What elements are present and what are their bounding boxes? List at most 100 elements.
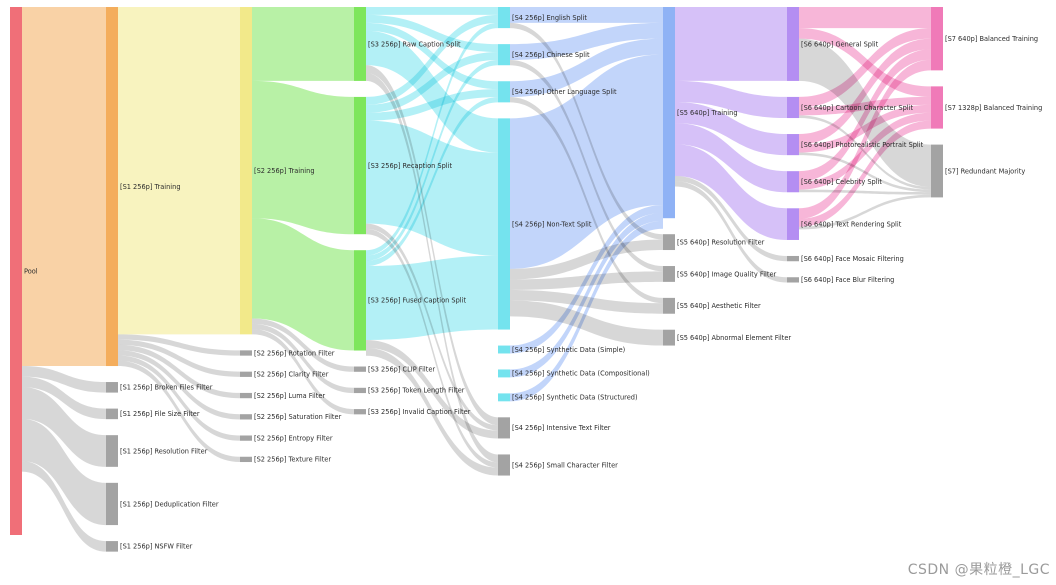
sankey-link-s6_photo-to-s7_bal1328 <box>799 104 931 153</box>
sankey-link-s3_recap-to-s4_chi <box>366 52 498 113</box>
sankey-node-s3_recap <box>354 96 366 235</box>
sankey-node-s1_train <box>106 7 118 367</box>
sankey-link-s1_train-to-s2_tex <box>118 360 240 463</box>
sankey-node-s4_other <box>498 81 510 103</box>
sankey-link-s3_raw-to-s4_chi <box>366 14 498 53</box>
sankey-node-label-pool: Pool <box>24 267 38 275</box>
sankey-node-s1_nsfw <box>106 541 118 552</box>
sankey-link-s3_recap-to-s4_small <box>366 228 498 468</box>
sankey-node-s6_textr <box>787 208 799 240</box>
sankey-node-label-s1_filesize: [S1 256p] File Size Filter <box>120 410 200 418</box>
sankey-link-s6_textr-to-s7_redundant <box>799 194 931 230</box>
sankey-link-s4_syn_struct-to-s5_train <box>510 220 663 402</box>
sankey-node-label-s7_redundant: [S7] Redundant Majority <box>945 167 1025 175</box>
sankey-node-s5_abn <box>663 329 675 346</box>
sankey-node-label-s4_other: [S4 256p] Other Language Split <box>512 88 617 96</box>
sankey-node-s6_general <box>787 7 799 81</box>
sankey-link-s4_syn_simple-to-s5_train <box>510 205 663 354</box>
sankey-node-s2_ent <box>240 435 252 441</box>
sankey-link-s2_train-to-s3_raw <box>252 7 354 81</box>
sankey-link-s1_train-to-s2_luma <box>118 344 240 399</box>
sankey-node-label-s5_abn: [S5 640p] Abnormal Element Filter <box>677 334 791 342</box>
sankey-node-s4_syn_comp <box>498 369 510 378</box>
sankey-node-label-s5_res: [S5 640p] Resolution Filter <box>677 238 765 246</box>
sankey-node-s7_bal640 <box>931 7 943 71</box>
sankey-node-label-s2_train: [S2 256p] Training <box>254 167 315 175</box>
sankey-node-label-s1_res: [S1 256p] Resolution Filter <box>120 447 208 455</box>
sankey-link-s6_general-to-s7_bal640 <box>799 7 931 29</box>
sankey-node-s6_celeb <box>787 171 799 193</box>
sankey-node-label-s4_chi: [S4 256p] Chinese Split <box>512 51 590 59</box>
sankey-node-s5_iq <box>663 266 675 282</box>
sankey-node-label-s1_nsfw: [S1 256p] NSFW Filter <box>120 543 193 551</box>
sankey-node-s6_cartoon <box>787 96 799 119</box>
sankey-node-label-s4_syn_struct: [S4 256p] Synthetic Data (Structured) <box>512 394 638 402</box>
sankey-link-s6_celeb-to-s7_bal640 <box>799 49 931 182</box>
sankey-node-label-s3_invalid: [S3 256p] Invalid Caption Filter <box>368 408 471 416</box>
sankey-link-s3_recap-to-s4_eng <box>366 14 498 105</box>
sankey-node-s3_raw <box>354 7 366 81</box>
sankey-link-s5_train-to-s6_mosaic <box>675 175 787 262</box>
sankey-node-s3_fused <box>354 250 366 351</box>
sankey-node-label-s4_intense: [S4 256p] Intensive Text Filter <box>512 424 611 432</box>
sankey-link-s2_train-to-s3_invalid <box>252 329 354 415</box>
links-layer <box>22 7 931 552</box>
sankey-node-label-s6_textr: [S6 640p] Text Rendering Split <box>801 220 902 228</box>
sankey-link-pool-to-s1_broken <box>22 366 106 393</box>
sankey-link-s6_celeb-to-s7_redundant <box>799 189 931 195</box>
sankey-node-s7_redundant <box>931 144 943 198</box>
sankey-link-s4_chi-to-s5_train <box>510 22 663 60</box>
sankey-node-s4_nontext <box>498 118 510 330</box>
sankey-link-s4_syn_comp-to-s5_train <box>510 212 663 378</box>
sankey-link-s3_raw-to-s4_nontext <box>366 30 498 153</box>
sankey-node-pool <box>10 7 22 535</box>
sankey-link-pool-to-s1_nsfw <box>22 461 106 552</box>
sankey-node-s4_syn_struct <box>498 393 510 402</box>
sankey-link-s1_train-to-s2_clar <box>118 339 240 377</box>
sankey-node-label-s2_ent: [S2 256p] Entropy Filter <box>254 434 333 442</box>
sankey-node-label-s5_aes: [S5 640p] Aesthetic Filter <box>677 302 761 310</box>
sankey-link-s5_train-to-s6_photo <box>675 102 787 156</box>
sankey-node-s3_token <box>354 387 366 394</box>
sankey-link-s3_fused-to-s4_chi <box>366 59 498 261</box>
sankey-link-s5_train-to-s6_textr <box>675 144 787 240</box>
sankey-link-s3_fused-to-s4_nontext <box>366 255 498 340</box>
watermark-text: CSDN @果粒橙_LGC <box>907 562 1050 578</box>
sankey-node-s2_sat <box>240 414 252 420</box>
sankey-link-s3_raw-to-s4_eng <box>366 7 498 15</box>
sankey-link-s6_general-to-s7_bal1328 <box>799 28 931 97</box>
sankey-node-s2_clar <box>240 371 252 377</box>
nodes-layer <box>10 7 943 552</box>
sankey-link-s5_train-to-s6_celeb <box>675 123 787 193</box>
sankey-link-s3_fused-to-s4_eng <box>366 22 498 256</box>
sankey-node-s7_bal1328 <box>931 86 943 129</box>
sankey-node-s5_train <box>663 7 675 219</box>
sankey-link-s5_train-to-s6_general <box>675 7 787 81</box>
sankey-node-s1_filesize <box>106 408 118 420</box>
sankey-link-s6_cartoon-to-s7_bal640 <box>799 28 931 108</box>
sankey-node-label-s6_photo: [S6 640p] Photorealistic Portrait Split <box>801 141 924 149</box>
sankey-node-label-s4_nontext: [S4 256p] Non-Text Split <box>512 220 592 228</box>
sankey-node-label-s4_eng: [S4 256p] English Split <box>512 14 587 22</box>
sankey-node-label-s6_general: [S6 640p] General Split <box>801 40 879 48</box>
sankey-link-pool-to-s1_filesize <box>22 376 106 420</box>
sankey-link-s2_train-to-s3_fused <box>252 218 354 351</box>
sankey-link-s4_nontext-to-s5_abn <box>510 300 663 346</box>
sankey-node-label-s6_cartoon: [S6 640p] Cartoon Character Split <box>801 104 913 112</box>
sankey-link-s4_nontext-to-s5_train <box>510 54 663 269</box>
sankey-link-s6_photo-to-s7_bal640 <box>799 38 931 145</box>
sankey-node-s6_photo <box>787 134 799 156</box>
sankey-node-label-s2_luma: [S2 256p] Luma Filter <box>254 392 325 400</box>
sankey-node-s5_res <box>663 234 675 251</box>
sankey-node-s2_luma <box>240 392 252 399</box>
sankey-node-s3_invalid <box>354 409 366 415</box>
sankey-node-s1_broken <box>106 382 118 393</box>
sankey-node-s3_clip <box>354 366 366 372</box>
sankey-node-label-s2_tex: [S2 256p] Texture Filter <box>254 456 331 464</box>
sankey-node-label-s6_blur: [S6 640p] Face Blur Filtering <box>801 276 894 284</box>
sankey-node-label-s5_iq: [S5 640p] Image Quality Filter <box>677 270 777 278</box>
sankey-node-s2_train <box>240 7 252 335</box>
sankey-node-label-s3_clip: [S3 256p] CLIP Filter <box>368 365 435 373</box>
sankey-node-s4_small <box>498 454 510 476</box>
